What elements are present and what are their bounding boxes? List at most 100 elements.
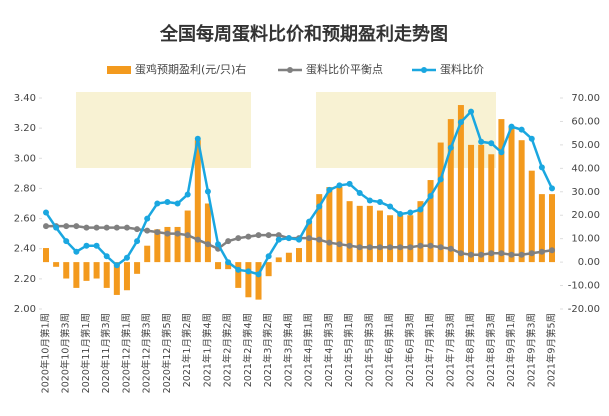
point [306,218,313,225]
point [204,188,211,195]
point [144,227,151,234]
point [164,198,171,205]
point [397,211,404,218]
x-tick-label: 2021年7月第1周 [424,313,436,387]
point [93,242,100,249]
point [245,233,252,240]
point [255,232,262,239]
bar [285,252,292,263]
bar [498,119,505,263]
bar [73,262,80,288]
point [508,123,515,130]
legend-label: 蛋料比价 [440,62,484,76]
x-tick-label: 2021年4月第3周 [323,313,335,387]
point [417,206,424,213]
y2-tick-label: 50.00 [571,140,600,151]
bar [508,126,515,263]
point [387,203,394,210]
point [316,203,323,210]
y2-tick-label: 0.00 [578,257,600,268]
point [174,200,181,207]
point [549,247,555,254]
x-tick-label: 2021年9月第5周 [546,313,558,387]
point [215,241,222,248]
point [113,262,120,269]
point [397,244,404,251]
point [123,254,130,261]
point [326,186,333,193]
bar [306,222,313,263]
point [306,235,313,242]
bar [164,226,171,263]
point [63,223,70,230]
point [245,268,252,275]
bar [478,144,485,263]
point [447,245,454,252]
watermark [316,92,496,168]
x-tick-label: 2021年2月第2周 [222,313,234,387]
point [83,242,90,249]
point [235,266,242,273]
point [93,224,100,231]
x-tick-label: 2021年8月第3周 [485,313,497,387]
bar [245,262,252,298]
point [407,209,414,216]
point [154,200,161,207]
x-tick-label: 2021年5月第3周 [363,313,375,387]
x-tick-label: 2021年4月第1周 [303,313,315,387]
x-tick-label: 2020年11月第1周 [80,313,92,393]
point [407,244,414,251]
point [336,241,343,248]
x-tick-label: 2021年7月第3周 [444,313,456,387]
bar [376,210,383,263]
point [336,182,343,189]
point [123,224,130,231]
bar [528,170,535,263]
bar [356,205,363,263]
bar [447,119,454,263]
x-tick-label: 2020年10月第1周 [40,313,52,393]
point [478,138,485,145]
point [225,238,232,245]
point [356,189,363,196]
point [326,239,333,246]
x-tick-label: 2020年10月第3周 [60,313,72,393]
point [366,197,373,204]
bar [397,215,404,263]
bar [518,140,525,263]
bar [204,203,211,263]
point [478,251,485,258]
bar [63,262,70,279]
bar [225,262,232,270]
bar [103,262,110,288]
bar [326,187,333,263]
x-tick-label: 2021年6月第3周 [404,313,416,387]
point [134,226,141,233]
x-tick-label: 2021年2月第4周 [242,313,254,387]
bar [43,248,49,263]
point [468,108,475,115]
point [184,232,191,239]
point [376,198,383,205]
bar [296,248,302,263]
point [427,242,434,249]
bar [427,180,434,263]
legend-swatch [421,67,427,73]
point [518,126,525,133]
point [225,259,232,266]
bar [417,201,424,263]
watermark [76,92,251,168]
y-tick-label: 2.20 [14,274,36,285]
bar [113,262,120,295]
y2-tick-label: 70.00 [571,93,600,104]
bar [53,262,60,267]
point [275,236,282,243]
y-tick-label: 3.00 [14,153,36,164]
x-tick-label: 2021年9月第3周 [525,313,537,387]
bar [387,215,394,263]
bar [407,215,414,263]
y-tick-label: 2.00 [14,304,36,315]
point [376,244,383,251]
point [447,144,454,151]
